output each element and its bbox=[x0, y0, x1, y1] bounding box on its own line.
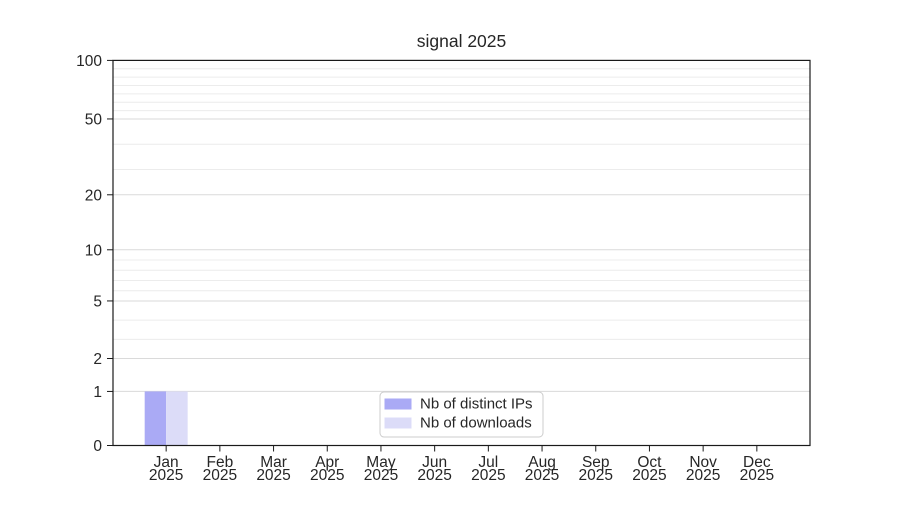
svg-text:2025: 2025 bbox=[471, 467, 505, 484]
svg-text:2025: 2025 bbox=[417, 467, 451, 484]
svg-text:10: 10 bbox=[85, 242, 103, 259]
svg-text:2025: 2025 bbox=[686, 467, 720, 484]
svg-text:5: 5 bbox=[93, 294, 102, 311]
svg-text:20: 20 bbox=[85, 187, 103, 204]
svg-text:2025: 2025 bbox=[525, 467, 559, 484]
svg-text:2025: 2025 bbox=[203, 467, 237, 484]
svg-text:0: 0 bbox=[93, 438, 102, 455]
svg-text:2025: 2025 bbox=[740, 467, 774, 484]
svg-text:2025: 2025 bbox=[310, 467, 344, 484]
svg-text:2025: 2025 bbox=[579, 467, 613, 484]
svg-text:50: 50 bbox=[85, 112, 103, 129]
svg-text:100: 100 bbox=[76, 53, 102, 70]
svg-text:signal 2025: signal 2025 bbox=[417, 31, 507, 51]
svg-text:2025: 2025 bbox=[149, 467, 183, 484]
svg-text:Nb of distinct IPs: Nb of distinct IPs bbox=[420, 395, 533, 412]
svg-text:2025: 2025 bbox=[632, 467, 666, 484]
svg-text:2025: 2025 bbox=[256, 467, 290, 484]
svg-text:1: 1 bbox=[93, 384, 102, 401]
svg-text:Nb of downloads: Nb of downloads bbox=[420, 414, 532, 431]
svg-text:2: 2 bbox=[93, 351, 102, 368]
svg-text:2025: 2025 bbox=[364, 467, 398, 484]
